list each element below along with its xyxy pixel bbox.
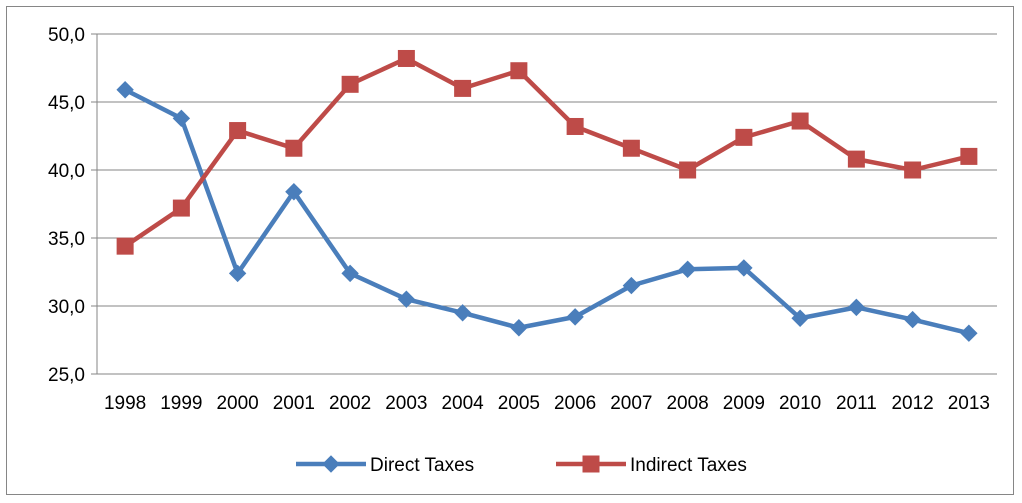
x-tick-label: 2009	[723, 393, 765, 414]
x-tick-label: 2006	[554, 393, 596, 414]
legend-label: Indirect Taxes	[630, 455, 747, 476]
data-point	[960, 324, 978, 342]
x-tick-label: 2002	[329, 393, 371, 414]
legend-label: Direct Taxes	[370, 455, 474, 476]
x-tick-label: 1999	[160, 393, 202, 414]
x-tick-label: 2005	[498, 393, 540, 414]
data-point	[228, 264, 247, 283]
x-axis-ticks: 1998 1999 2000 2001 2002 2003 2004 2005 2006 2007…	[104, 393, 990, 414]
data-point	[116, 81, 134, 99]
y-tick-label: 45,0	[48, 93, 85, 114]
x-tick-label: 2003	[385, 393, 427, 414]
axes	[91, 33, 997, 375]
data-point	[566, 308, 584, 326]
y-tick-label: 35,0	[48, 229, 85, 250]
data-point	[341, 264, 359, 283]
x-tick-label: 2004	[441, 393, 484, 414]
legend: Direct Taxes Indirect Taxes	[296, 455, 747, 476]
data-point	[960, 147, 978, 165]
x-tick-label: 2008	[666, 393, 708, 414]
data-point	[454, 79, 472, 97]
legend-item: Direct Taxes	[296, 455, 474, 476]
data-point	[847, 150, 865, 168]
series-indirect-taxes	[116, 49, 978, 255]
data-point	[566, 117, 584, 135]
series-line	[124, 87, 970, 336]
data-point	[510, 319, 528, 337]
x-tick-label: 2010	[779, 393, 821, 414]
data-point	[510, 62, 528, 80]
data-point	[678, 260, 697, 278]
x-tick-label: 2007	[610, 393, 652, 414]
legend-marker	[322, 455, 340, 473]
data-point	[172, 199, 190, 217]
data-point	[904, 161, 922, 179]
chart-area	[6, 6, 1014, 495]
y-tick-label: 50,0	[48, 25, 85, 46]
y-axis-ticks: 25,0 30,0 35,0 40,0 45,0 50,0	[48, 25, 85, 386]
data-point	[791, 112, 809, 130]
data-point	[397, 290, 416, 308]
data-point	[903, 310, 922, 329]
x-tick-label: 2013	[948, 393, 990, 414]
data-point	[397, 49, 415, 67]
y-tick-label: 30,0	[48, 297, 85, 318]
data-point	[791, 309, 809, 327]
data-point	[622, 139, 640, 157]
data-point	[453, 304, 472, 322]
data-point	[172, 109, 191, 128]
legend-marker	[582, 455, 600, 473]
data-point	[229, 122, 247, 140]
data-point	[735, 259, 753, 277]
x-tick-label: 2001	[273, 393, 315, 414]
data-point	[116, 237, 134, 255]
x-tick-label: 2012	[891, 393, 933, 414]
data-point	[847, 298, 866, 317]
series-direct-taxes	[116, 81, 978, 342]
legend-item: Indirect Taxes	[556, 455, 747, 476]
y-tick-label: 40,0	[48, 161, 85, 182]
series-group	[116, 49, 978, 342]
data-point	[285, 139, 303, 157]
x-tick-label: 2000	[216, 393, 258, 414]
data-point	[679, 161, 697, 179]
data-point	[341, 75, 359, 93]
series-line	[123, 56, 970, 249]
x-tick-label: 2011	[836, 393, 877, 414]
x-tick-label: 1998	[104, 393, 146, 414]
data-point	[622, 276, 641, 295]
y-tick-label: 25,0	[48, 365, 85, 386]
data-point	[285, 183, 303, 201]
gridlines	[97, 33, 997, 307]
data-point	[735, 128, 753, 146]
